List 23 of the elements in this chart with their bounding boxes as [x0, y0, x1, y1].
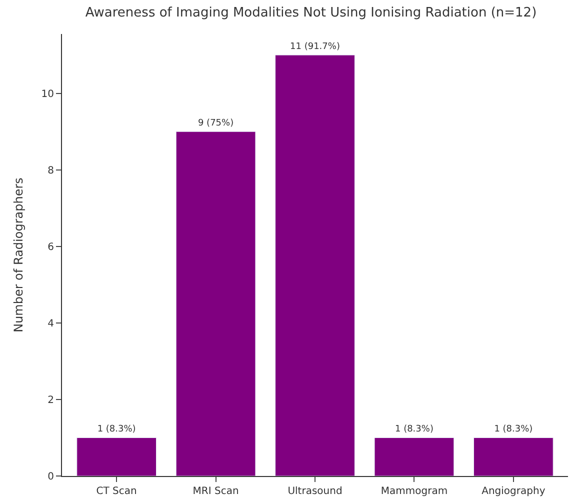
bar: [275, 54, 355, 476]
bar: [76, 437, 156, 476]
x-tick-label: CT Scan: [96, 486, 137, 497]
x-tick-label: Mammogram: [380, 486, 448, 497]
y-tick-label: 6: [48, 242, 54, 253]
y-axis-title: Number of Radiographers: [12, 178, 26, 332]
bar: [474, 437, 554, 476]
y-tick-label: 8: [48, 165, 54, 176]
x-tick-label: Angiography: [482, 486, 546, 497]
chart-title: Awareness of Imaging Modalities Not Using Ionising Radiation (n=12): [85, 6, 537, 21]
x-tick-label: Ultrasound: [288, 486, 342, 497]
bar: [176, 131, 256, 476]
data-label: 1 (8.3%): [394, 424, 434, 435]
data-label: 9 (75%): [198, 118, 234, 129]
y-tick-label: 10: [41, 88, 54, 100]
data-label: 1 (8.3%): [494, 424, 533, 435]
y-tick-label: 0: [48, 472, 54, 482]
data-label: 11 (91.7%): [290, 42, 340, 52]
data-label: 1 (8.3%): [97, 424, 136, 435]
y-tick-label: 2: [48, 394, 54, 406]
x-tick-label: MRI Scan: [192, 486, 239, 497]
y-tick-label: 4: [48, 318, 54, 330]
bar: [374, 437, 454, 476]
